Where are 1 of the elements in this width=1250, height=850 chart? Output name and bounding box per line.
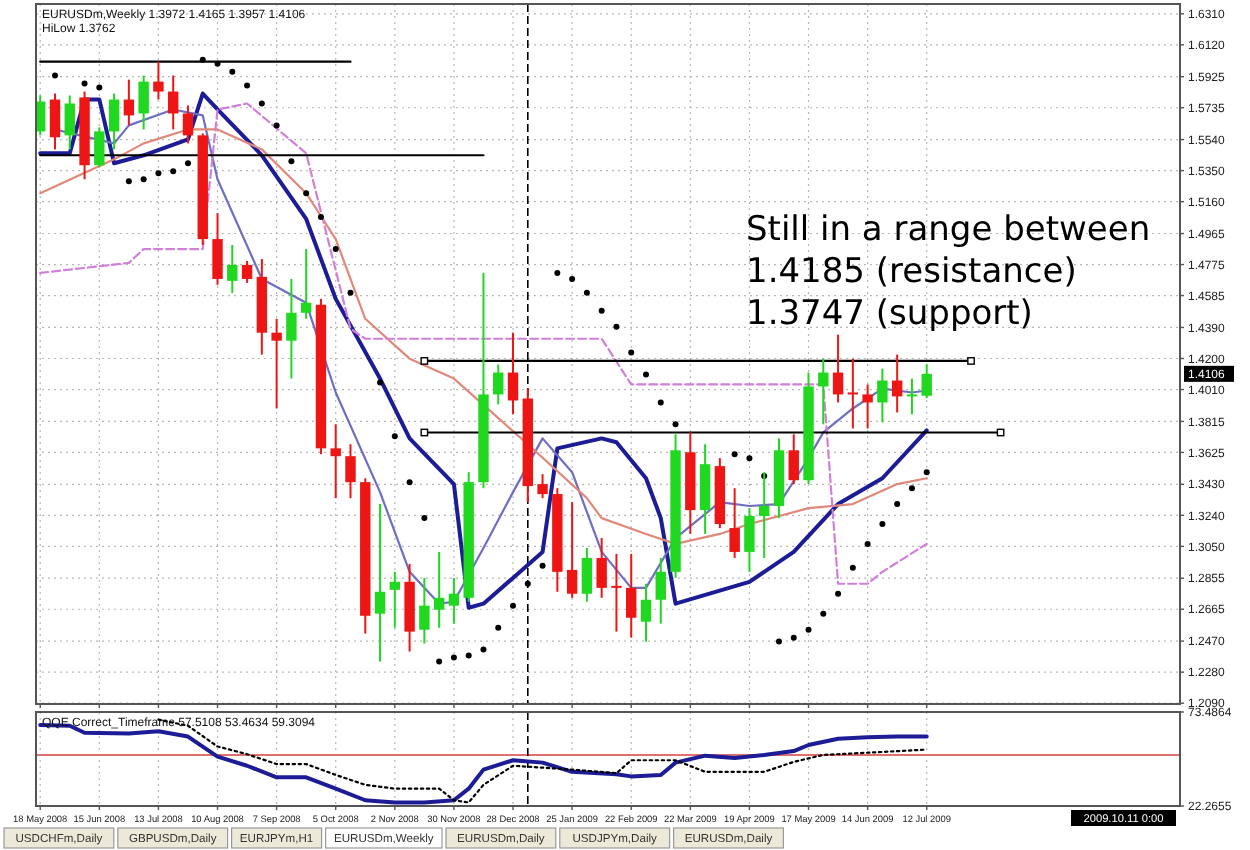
annotation: Still in a range between 1.4185 (resistance) 1.3747 (support) <box>746 210 1151 334</box>
